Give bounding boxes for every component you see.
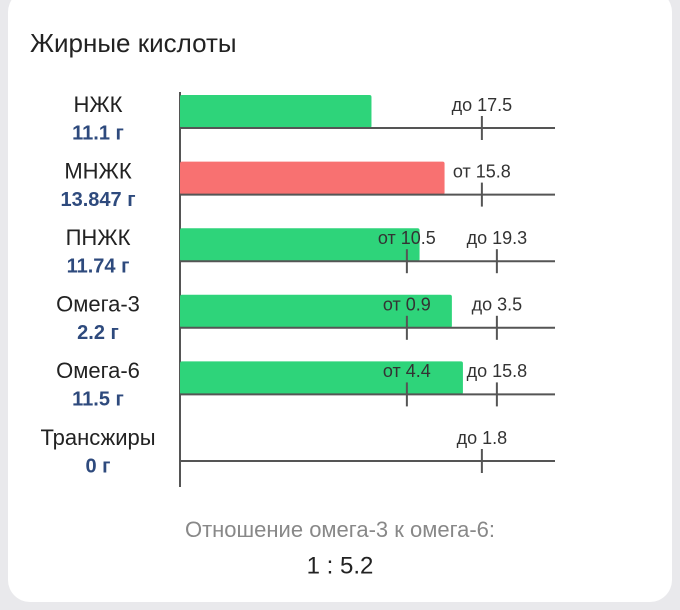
bar: [180, 228, 420, 262]
row-amount: 11.74 г: [67, 255, 130, 277]
bar: [180, 294, 452, 328]
row-amount: 13.847 г: [60, 189, 135, 211]
limit-label: до 3.5: [472, 295, 523, 315]
row-name: Омега-6: [56, 358, 140, 383]
limit-label: до 19.3: [467, 228, 528, 248]
ratio-label: Отношение омега-3 к омега-6:: [185, 517, 495, 542]
row-amount: 0 г: [85, 455, 110, 477]
row-name: МНЖК: [64, 158, 132, 183]
row-amount: 2.2 г: [77, 322, 119, 344]
card-title: Жирные кислоты: [30, 28, 237, 58]
limit-label: до 1.8: [457, 428, 508, 448]
limit-label: до 17.5: [452, 95, 513, 115]
limit-label: от 4.4: [383, 361, 431, 381]
bar: [180, 361, 463, 395]
row-name: Трансжиры: [40, 425, 155, 450]
row-name: НЖК: [73, 92, 122, 117]
limit-label: от 10.5: [378, 228, 436, 248]
limit-label: от 15.8: [453, 161, 511, 181]
row-amount: 11.5 г: [72, 389, 124, 411]
row-name: Омега-3: [56, 292, 140, 317]
row-name: ПНЖК: [66, 225, 131, 250]
limit-label: до 15.8: [467, 361, 528, 381]
limit-label: от 0.9: [383, 295, 431, 315]
bar: [180, 95, 372, 128]
bar: [180, 161, 445, 195]
ratio-value: 1 : 5.2: [307, 552, 374, 579]
row-amount: 11.1 г: [72, 122, 124, 144]
